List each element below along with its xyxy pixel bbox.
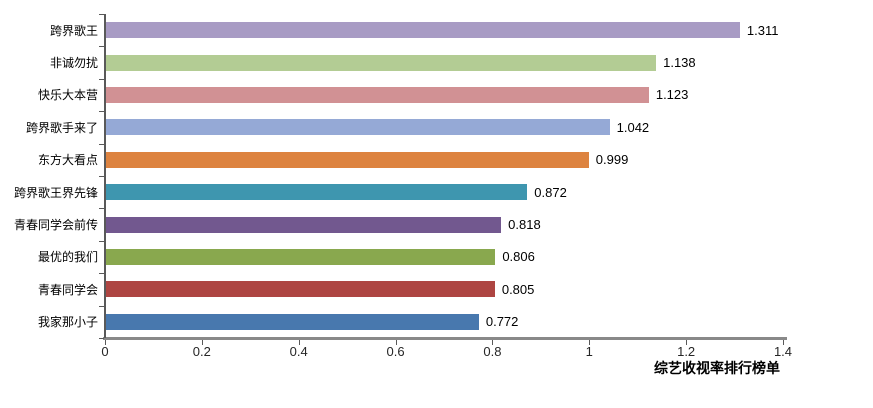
y-axis-tick bbox=[99, 14, 104, 15]
bar bbox=[105, 184, 528, 201]
y-axis-tick bbox=[99, 305, 104, 307]
bar-value-label: 0.872 bbox=[534, 184, 567, 200]
bar-value-label: 0.818 bbox=[508, 217, 541, 233]
category-label: 我家那小子 bbox=[37, 315, 98, 330]
chart-title: 综艺收视率排行榜单 bbox=[654, 361, 780, 377]
y-axis-line bbox=[104, 14, 106, 338]
bar bbox=[105, 87, 649, 103]
category-label: 最优的我们 bbox=[37, 250, 98, 265]
category-label: 跨界歌王 bbox=[49, 23, 98, 38]
x-axis-tick bbox=[395, 340, 397, 345]
y-axis-tick bbox=[99, 78, 104, 80]
bar bbox=[105, 119, 610, 136]
bar-value-label: 1.311 bbox=[746, 22, 779, 38]
x-axis-tick bbox=[589, 340, 591, 345]
x-axis-tick bbox=[492, 340, 494, 345]
category-label: 非诚勿扰 bbox=[49, 56, 98, 71]
category-label: 青春同学会前传 bbox=[13, 218, 98, 233]
bar-value-label: 0.805 bbox=[501, 281, 535, 297]
bar bbox=[105, 249, 496, 265]
bar-value-label: 1.138 bbox=[663, 55, 696, 71]
x-axis-tick-label: 0.2 bbox=[192, 344, 211, 359]
x-axis-tick bbox=[201, 340, 203, 345]
category-label: 快乐大本营 bbox=[37, 88, 98, 103]
bar-value-label: 0.806 bbox=[502, 249, 535, 265]
x-axis-tick-label: 1.4 bbox=[773, 344, 793, 359]
y-axis-tick bbox=[99, 143, 104, 145]
x-axis-tick-label: 0.6 bbox=[386, 344, 405, 359]
bar-value-label: 1.123 bbox=[655, 87, 689, 103]
y-axis-tick bbox=[99, 273, 104, 275]
bar bbox=[105, 54, 657, 71]
y-axis-tick bbox=[99, 46, 104, 48]
x-axis-line bbox=[103, 337, 787, 340]
y-axis-tick bbox=[99, 240, 104, 242]
x-axis-tick-label: 0.8 bbox=[483, 344, 502, 359]
category-label: 跨界歌王界先锋 bbox=[13, 185, 98, 200]
x-axis-tick bbox=[105, 340, 106, 345]
bar bbox=[105, 281, 495, 298]
category-label: 跨界歌手来了 bbox=[25, 120, 98, 135]
y-axis-tick bbox=[99, 176, 104, 177]
x-axis-tick-label: 1.2 bbox=[677, 344, 696, 359]
x-axis-tick-label: 0 bbox=[101, 344, 109, 359]
x-axis-tick-label: 0.4 bbox=[289, 344, 308, 359]
y-axis-tick bbox=[99, 338, 104, 339]
bar bbox=[105, 22, 740, 39]
bar bbox=[105, 313, 479, 330]
bar-value-label: 0.772 bbox=[485, 314, 519, 330]
y-axis-tick bbox=[99, 111, 104, 113]
x-axis-tick bbox=[686, 340, 688, 345]
x-axis-tick bbox=[783, 340, 784, 345]
category-label: 青春同学会 bbox=[37, 282, 98, 297]
x-axis-tick-label: 1 bbox=[585, 344, 593, 359]
category-label: 东方大看点 bbox=[37, 153, 98, 168]
x-axis-tick bbox=[298, 340, 300, 345]
bar-value-label: 0.999 bbox=[595, 152, 629, 168]
bar bbox=[105, 151, 589, 168]
y-axis-tick bbox=[99, 208, 104, 210]
bar-value-label: 1.042 bbox=[616, 119, 650, 135]
bar bbox=[105, 216, 502, 233]
